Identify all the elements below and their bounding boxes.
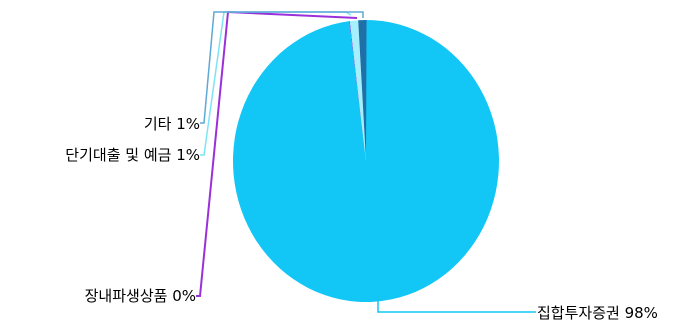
slice-exchange-derivatives [349,21,366,161]
slice-labels: 집합투자증권 98% 장내파생상품 0% 단기대출 및 예금 1% 기타 1% [65,115,658,322]
slice-short-term-loans-deposits [349,20,366,161]
slice-label-short-term-loans-deposits: 단기대출 및 예금 1% [65,146,200,164]
slice-collective-investment [232,20,499,303]
slice-label-other: 기타 1% [144,115,200,133]
pie-slices [232,19,499,303]
leader-lines [196,10,536,313]
leader-line-other [200,11,364,124]
leader-line-collective-investment [377,300,536,313]
slice-label-collective-investment: 집합투자증권 98% [537,304,658,322]
leader-line-exchange-derivatives [196,10,358,297]
slice-other [358,19,367,162]
slice-label-exchange-derivatives: 장내파생상품 0% [85,287,196,305]
